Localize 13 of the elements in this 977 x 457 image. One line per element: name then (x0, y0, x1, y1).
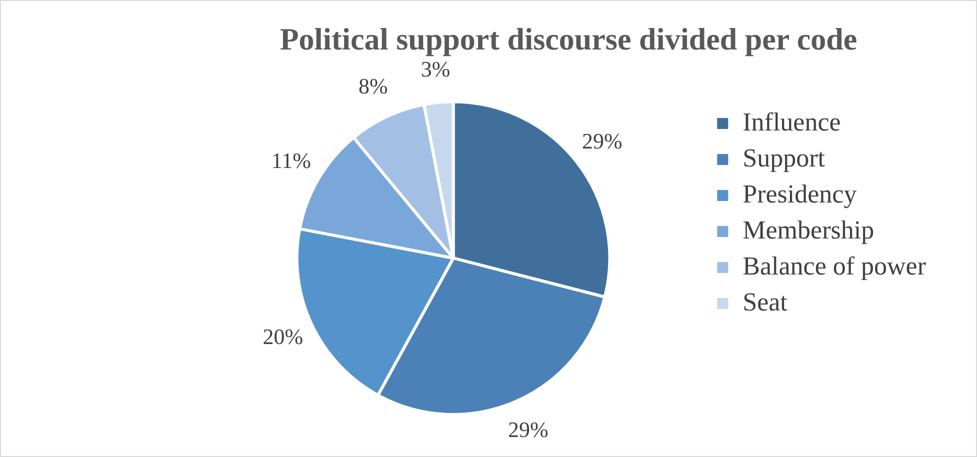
legend-label: Balance of power (742, 251, 926, 280)
legend-label: Seat (742, 287, 788, 316)
data-label: 8% (358, 73, 388, 98)
data-label: 29% (582, 128, 622, 154)
legend-label: Membership (742, 215, 874, 244)
data-label: 3% (420, 56, 450, 82)
legend-label: Presidency (742, 179, 857, 208)
legend-label: Support (742, 143, 826, 172)
data-label: 11% (271, 148, 311, 173)
legend-label: Influence (742, 107, 841, 136)
chart-title: Political support discourse divided per code (280, 22, 858, 57)
data-label: 29% (508, 416, 548, 442)
data-label: 20% (262, 324, 304, 350)
